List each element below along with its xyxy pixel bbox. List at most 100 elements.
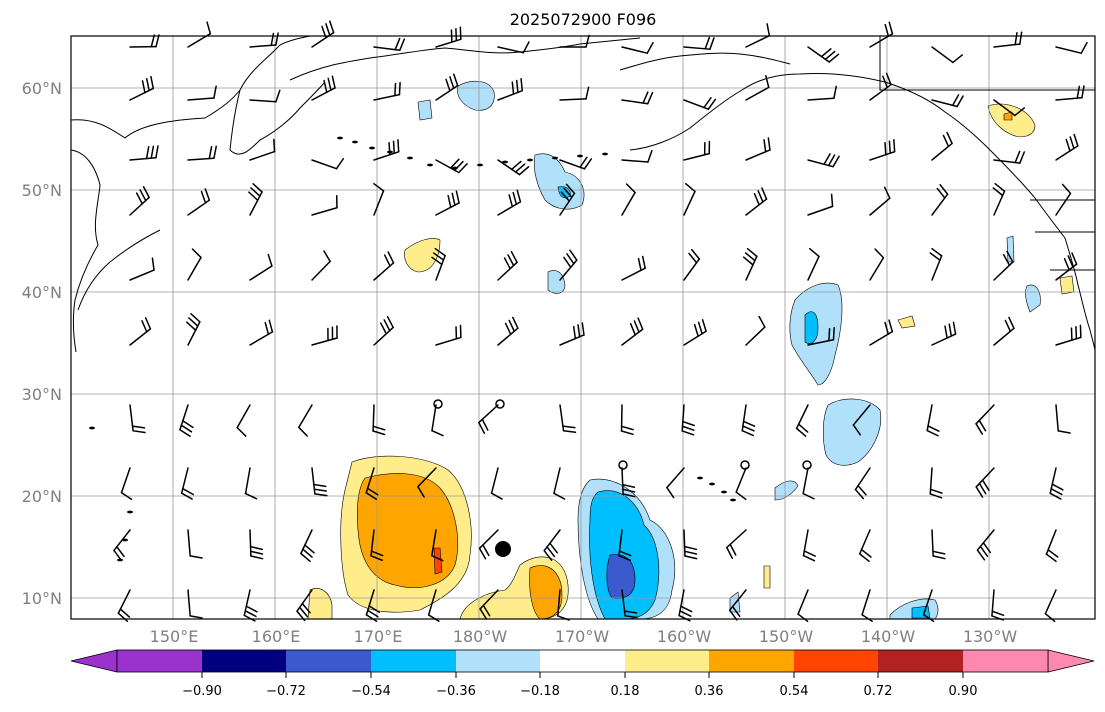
island-shape xyxy=(407,156,413,160)
barb-flag xyxy=(585,34,590,48)
barb-flag xyxy=(249,550,264,555)
barb-flag xyxy=(681,430,695,436)
coastline-asia-north xyxy=(70,35,311,139)
barb-shaft xyxy=(187,97,215,101)
wind-barb xyxy=(187,188,211,216)
barb-flag xyxy=(1067,255,1074,268)
barb-flag xyxy=(583,158,593,170)
shade-negative-light xyxy=(822,398,882,466)
barb-shaft xyxy=(559,98,587,101)
barb-flag xyxy=(141,320,148,333)
barb-flag xyxy=(189,555,203,559)
barb-flag xyxy=(820,48,832,58)
barb-flag xyxy=(572,325,577,340)
barb-flag xyxy=(394,37,401,51)
barb-flag xyxy=(729,543,737,556)
wind-barb xyxy=(543,529,561,561)
barb-shaft xyxy=(187,529,191,557)
wind-barb xyxy=(621,589,638,619)
barb-flag xyxy=(365,492,378,500)
barb-flag xyxy=(481,418,489,431)
barb-flag xyxy=(620,425,634,431)
barb-flag xyxy=(449,76,455,89)
wind-barb xyxy=(993,250,1014,281)
barb-flag xyxy=(180,424,193,433)
wind-barb xyxy=(869,72,892,101)
barb-flag xyxy=(765,74,770,89)
barb-flag xyxy=(479,608,488,620)
barb-flag xyxy=(1076,85,1081,99)
shade-positive-mid xyxy=(529,565,563,620)
barb-flag xyxy=(857,484,867,496)
barb-flag xyxy=(455,190,460,204)
barb-flag xyxy=(731,605,741,618)
lat-label-50: 50°N xyxy=(22,181,62,200)
barb-flag xyxy=(618,555,631,561)
barb-flag xyxy=(273,138,276,153)
barb-flag xyxy=(1014,107,1026,117)
barb-shaft xyxy=(869,257,885,281)
shade-negative-light xyxy=(547,270,566,294)
barb-flag xyxy=(275,32,279,46)
barb-flag xyxy=(884,23,890,37)
wind-barb xyxy=(1055,85,1085,101)
wind-barb xyxy=(745,74,770,101)
island-shape xyxy=(577,154,583,158)
wind-barb xyxy=(683,182,696,216)
barb-flag xyxy=(116,546,125,558)
barb-flag xyxy=(562,425,576,429)
barb-flag xyxy=(666,486,675,499)
wind-barb xyxy=(187,589,203,619)
barb-flag xyxy=(490,492,503,500)
barb-flag xyxy=(946,131,953,145)
barb-flag xyxy=(701,319,707,333)
barb-flag xyxy=(824,50,836,61)
barb-flag xyxy=(366,487,379,496)
wind-barb xyxy=(427,589,440,622)
barb-flag xyxy=(179,428,191,438)
wind-barb xyxy=(497,250,518,281)
wind-barb xyxy=(807,327,835,346)
wind-barb xyxy=(929,467,943,499)
wind-barb xyxy=(243,589,258,622)
border-line xyxy=(879,36,1095,91)
barb-flag xyxy=(431,256,443,266)
barb-flag xyxy=(120,491,133,501)
wind-barb xyxy=(683,248,701,281)
wind-barb xyxy=(365,467,379,500)
barb-flag xyxy=(504,322,512,336)
barb-flag xyxy=(927,425,940,432)
barb-flag xyxy=(451,192,456,206)
barb-flag xyxy=(522,41,530,54)
coastline-japan xyxy=(77,229,161,311)
wind-barb xyxy=(745,187,768,216)
barb-flag xyxy=(624,615,638,619)
wind-barb xyxy=(745,137,771,161)
barb-flag xyxy=(691,248,701,260)
wind-barb xyxy=(129,34,160,48)
barb-flag xyxy=(802,554,816,562)
barb-flag xyxy=(744,252,756,262)
barb-flag xyxy=(275,89,281,103)
island-shape xyxy=(552,156,558,160)
barb-flag xyxy=(1057,430,1071,434)
barb-flag xyxy=(119,608,131,618)
wind-barb xyxy=(1055,41,1088,54)
wind-barb xyxy=(922,589,935,623)
barb-shaft xyxy=(993,99,1016,117)
wind-barb xyxy=(435,158,468,174)
barb-shaft xyxy=(431,404,437,432)
lon-label-180w: 180°W xyxy=(453,627,508,646)
wind-barb xyxy=(372,404,386,436)
colorbar xyxy=(70,649,1095,678)
longitude-labels: 150°E 160°E 170°E 180°W 170°W 160°W 150°… xyxy=(150,627,1018,646)
barb-flag xyxy=(113,549,122,561)
barb-flag xyxy=(368,605,381,614)
lon-label-170w: 170°W xyxy=(555,627,610,646)
calm-circle xyxy=(618,460,628,470)
barb-flag xyxy=(325,23,331,36)
barb-flag xyxy=(637,257,642,272)
barb-flag xyxy=(236,426,247,437)
barb-flag xyxy=(726,546,734,559)
barb-flag xyxy=(832,155,840,168)
